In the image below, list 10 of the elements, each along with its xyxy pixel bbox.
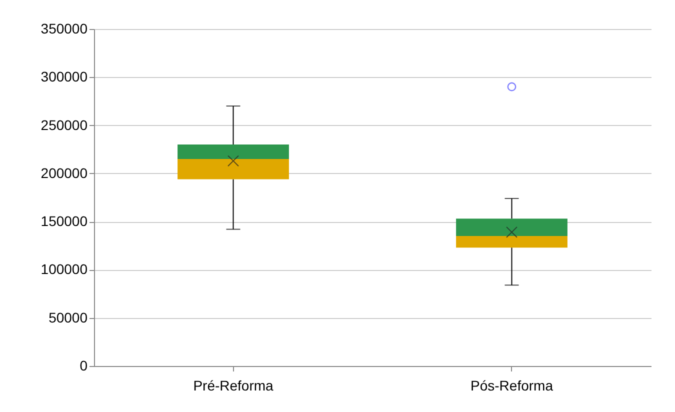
y-tick-label: 0 [80, 358, 88, 374]
y-tick-label: 300000 [40, 68, 88, 85]
x-tick-label: Pré-Reforma [193, 378, 274, 394]
y-tick-label: 150000 [40, 213, 88, 230]
y-tick-label: 200000 [40, 164, 88, 181]
y-tick-label: 350000 [40, 20, 88, 36]
y-tick-label: 100000 [40, 261, 88, 278]
y-tick-label: 50000 [48, 309, 88, 326]
y-tick-label: 250000 [40, 116, 88, 133]
x-tick-label: Pós-Reforma [470, 378, 554, 394]
